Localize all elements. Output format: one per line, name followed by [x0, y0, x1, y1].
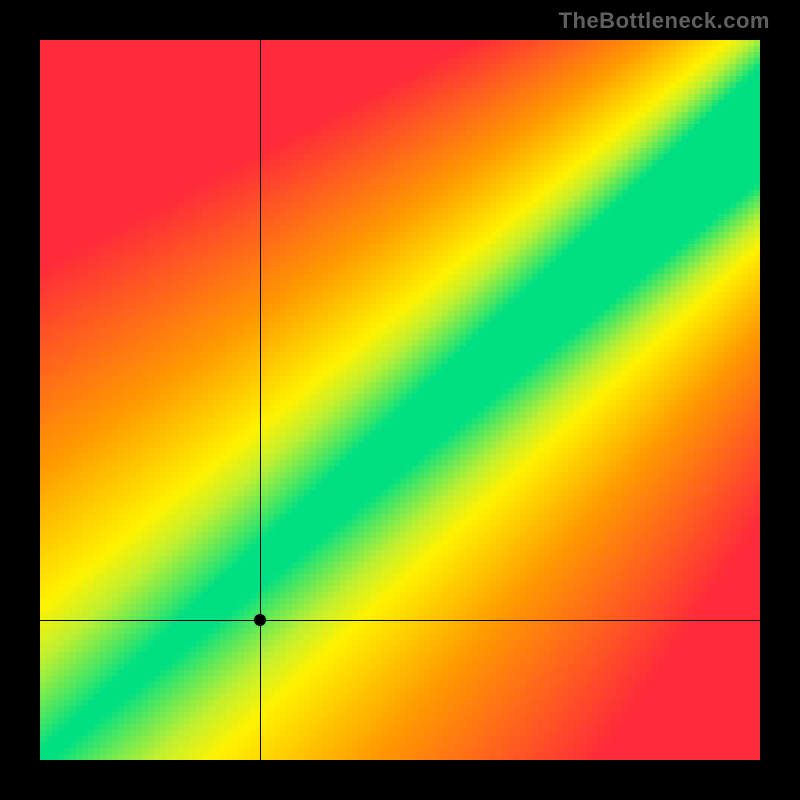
crosshair-vertical: [260, 40, 261, 760]
chart-container: TheBottleneck.com: [0, 0, 800, 800]
crosshair-marker: [254, 614, 266, 626]
heatmap-canvas: [40, 40, 760, 760]
watermark-text: TheBottleneck.com: [559, 8, 770, 34]
crosshair-horizontal: [40, 620, 760, 621]
plot-area: [40, 40, 760, 760]
